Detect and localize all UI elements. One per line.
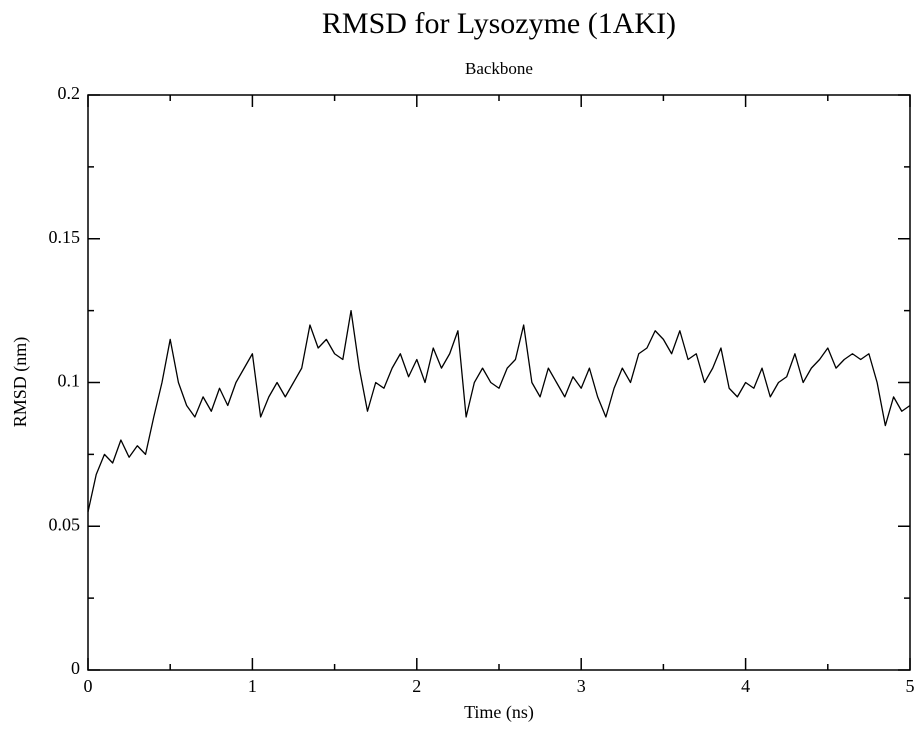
- y-tick-label: 0.2: [58, 83, 81, 103]
- x-tick-label: 3: [577, 676, 586, 696]
- plot-frame: [87, 94, 911, 671]
- data-line: [87, 309, 911, 513]
- x-tick-label: 2: [412, 676, 421, 696]
- y-tick-label: 0.05: [49, 514, 81, 534]
- x-axis-label: Time (ns): [464, 702, 534, 723]
- y-axis-label: RMSD (nm): [10, 337, 31, 428]
- x-tick-label: 4: [741, 676, 750, 696]
- chart-title: RMSD for Lysozyme (1AKI): [322, 7, 676, 40]
- x-tick-label: 5: [906, 676, 915, 696]
- x-tick-label: 0: [84, 676, 93, 696]
- y-tick-label: 0.1: [58, 371, 81, 391]
- x-tick-label: 1: [248, 676, 257, 696]
- y-tick-label: 0.15: [49, 227, 81, 247]
- chart-subtitle: Backbone: [465, 59, 533, 78]
- y-tick-label: 0: [71, 658, 80, 678]
